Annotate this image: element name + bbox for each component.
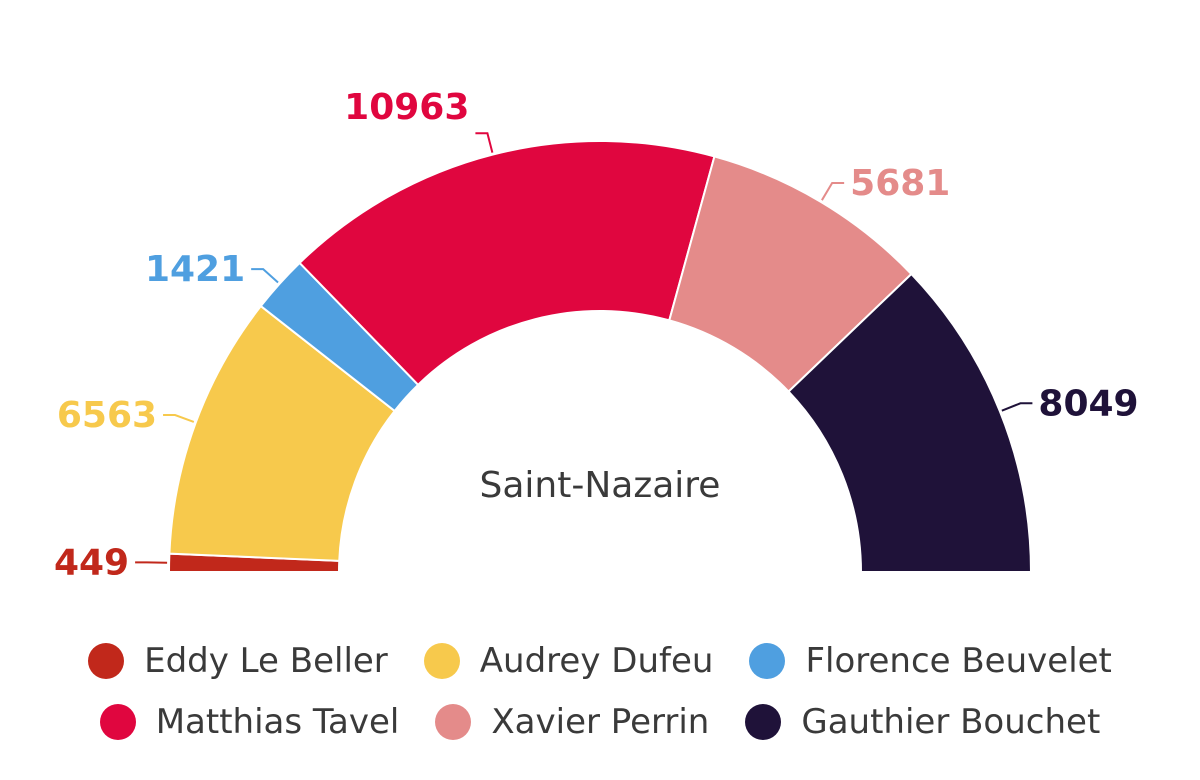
leader-line-gauthier-bouchet bbox=[1001, 402, 1033, 412]
data-label-eddy-le-beller: 449 bbox=[54, 542, 129, 583]
legend-item-matthias-tavel[interactable]: Matthias Tavel bbox=[99, 701, 400, 742]
chart-title: Saint-Nazaire bbox=[480, 465, 721, 506]
legend-label: Florence Beuvelet bbox=[805, 640, 1112, 681]
leader-line-xavier-perrin bbox=[821, 182, 845, 201]
data-label-gauthier-bouchet: 8049 bbox=[1038, 383, 1138, 424]
legend-row: Eddy Le Beller Audrey Dufeu Florence Beu… bbox=[0, 630, 1200, 691]
legend-marker bbox=[423, 642, 460, 679]
legend: Eddy Le Beller Audrey Dufeu Florence Beu… bbox=[0, 630, 1200, 752]
legend-item-eddy-le-beller[interactable]: Eddy Le Beller bbox=[88, 641, 388, 681]
legend-marker bbox=[745, 703, 782, 740]
legend-label: Matthias Tavel bbox=[155, 701, 400, 742]
data-label-xavier-perrin: 5681 bbox=[850, 163, 950, 204]
slice-matthias-tavel[interactable] bbox=[298, 140, 716, 387]
legend-marker bbox=[435, 703, 472, 740]
legend-item-florence-beuvelet[interactable]: Florence Beuvelet bbox=[749, 640, 1112, 681]
legend-marker bbox=[88, 642, 125, 679]
slices-layer bbox=[167, 140, 1033, 573]
legend-item-audrey-dufeu[interactable]: Audrey Dufeu bbox=[423, 640, 714, 681]
semicircle-donut-chart: 449 6563 1421 10963 5681 8049 Saint-Nazaire bbox=[54, 87, 1139, 583]
data-labels-layer: 449 6563 1421 10963 5681 8049 bbox=[54, 87, 1139, 583]
legend-label: Eddy Le Beller bbox=[144, 640, 388, 681]
leader-line-matthias-tavel bbox=[475, 132, 494, 153]
leader-line-florence-beuvelet bbox=[251, 268, 279, 284]
legend-label: Xavier Perrin bbox=[491, 701, 710, 742]
legend-row: Matthias Tavel Xavier Perrin Gauthier Bo… bbox=[0, 691, 1200, 752]
data-label-florence-beuvelet: 1421 bbox=[145, 249, 245, 290]
legend-marker bbox=[99, 703, 136, 740]
data-label-audrey-dufeu: 6563 bbox=[57, 395, 157, 436]
legend-label: Audrey Dufeu bbox=[479, 640, 714, 681]
legend-label: Gauthier Bouchet bbox=[801, 701, 1101, 742]
legend-marker bbox=[749, 642, 786, 679]
leader-line-audrey-dufeu bbox=[163, 414, 195, 423]
legend-item-gauthier-bouchet[interactable]: Gauthier Bouchet bbox=[745, 702, 1100, 742]
legend-item-xavier-perrin[interactable]: Xavier Perrin bbox=[435, 702, 709, 742]
data-label-matthias-tavel: 10963 bbox=[344, 87, 469, 128]
leader-lines-layer bbox=[135, 132, 1033, 564]
slice-gauthier-bouchet[interactable] bbox=[787, 272, 1033, 573]
